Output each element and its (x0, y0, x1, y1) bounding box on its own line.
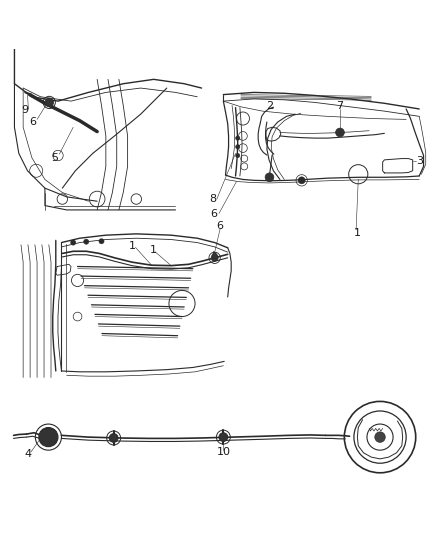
Text: 6: 6 (210, 209, 217, 219)
Circle shape (298, 177, 305, 184)
Circle shape (212, 253, 217, 258)
Text: 1: 1 (149, 245, 156, 255)
Circle shape (375, 432, 385, 442)
Circle shape (39, 427, 58, 447)
Text: 1: 1 (128, 241, 135, 251)
Text: 9: 9 (21, 105, 28, 115)
Text: 4: 4 (24, 449, 31, 458)
Text: 2: 2 (266, 101, 273, 111)
Text: 6: 6 (216, 221, 223, 231)
Circle shape (336, 128, 344, 137)
Circle shape (236, 154, 240, 158)
Text: 1: 1 (354, 228, 361, 238)
Text: 3: 3 (416, 156, 423, 166)
Circle shape (236, 144, 240, 149)
Circle shape (99, 239, 104, 244)
Circle shape (45, 98, 53, 107)
Circle shape (71, 240, 76, 245)
Text: 7: 7 (336, 101, 343, 111)
Circle shape (219, 433, 228, 441)
Text: 5: 5 (51, 152, 58, 163)
Circle shape (211, 254, 218, 261)
Text: 6: 6 (30, 117, 37, 127)
Text: 8: 8 (209, 194, 216, 204)
Circle shape (236, 136, 240, 140)
Circle shape (84, 239, 89, 244)
Circle shape (265, 173, 274, 182)
Circle shape (110, 434, 118, 442)
Text: 10: 10 (216, 447, 230, 457)
